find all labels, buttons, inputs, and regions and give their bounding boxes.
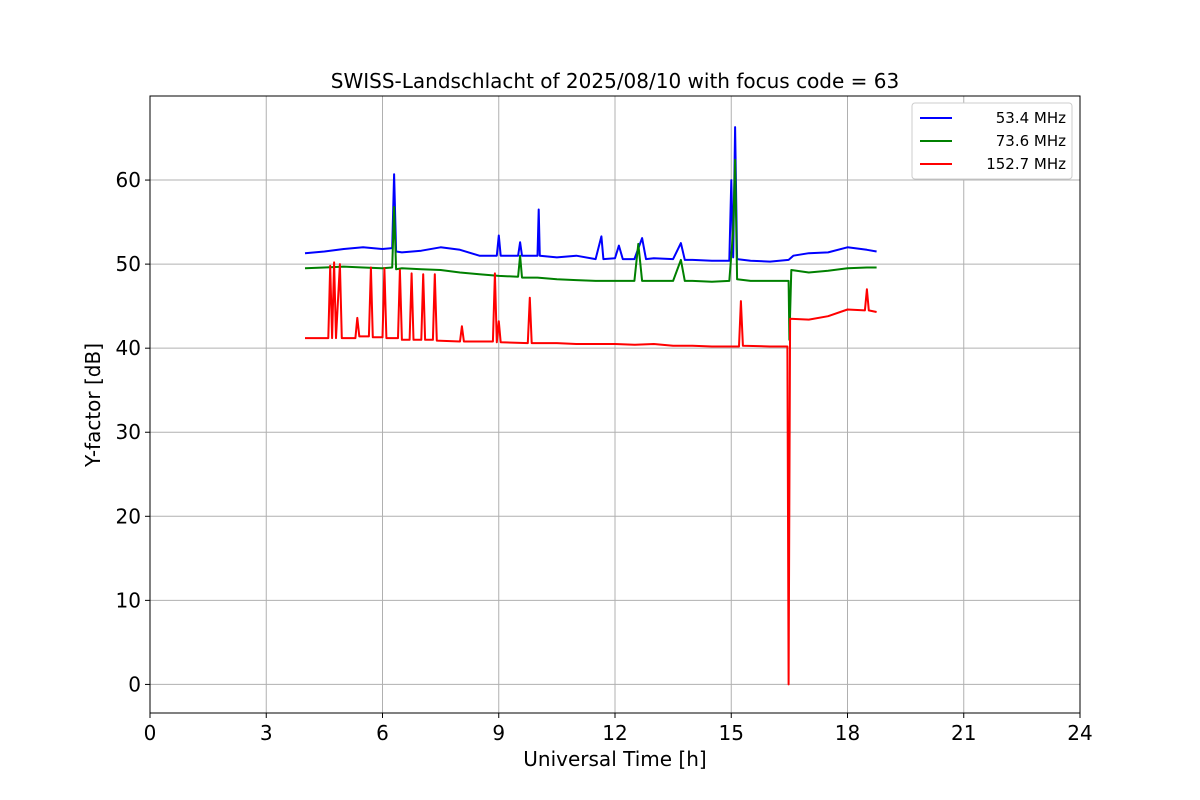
y-tick-label: 20 — [116, 504, 141, 528]
x-tick-label: 6 — [376, 721, 389, 745]
y-tick-label: 10 — [116, 588, 141, 612]
x-tick-label: 12 — [602, 721, 627, 745]
y-tick-label: 60 — [116, 168, 141, 192]
legend-label-73-6-mhz: 73.6 MHz — [996, 132, 1066, 150]
series-line-152-7-mhz — [305, 261, 877, 686]
y-tick-label: 30 — [116, 420, 141, 444]
chart-title: SWISS-Landschlacht of 2025/08/10 with fo… — [331, 69, 899, 93]
plot-area — [304, 126, 877, 686]
x-tick-label: 3 — [260, 721, 273, 745]
series-line-53-4-mhz — [304, 126, 877, 263]
x-axis: 0 3 6 9 12 15 18 21 24 — [144, 713, 1093, 745]
y-tick-label: 0 — [128, 672, 141, 696]
series-line-73-6-mhz — [304, 158, 877, 341]
y-axis-label: Y-factor [dB] — [81, 343, 105, 468]
y-tick-label: 50 — [116, 252, 141, 276]
x-axis-label: Universal Time [h] — [523, 747, 706, 771]
y-axis: 0 10 20 30 40 50 60 — [116, 168, 150, 696]
y-tick-label: 40 — [116, 336, 141, 360]
legend: 53.4 MHz 73.6 MHz 152.7 MHz — [911, 102, 1073, 180]
x-tick-label: 18 — [835, 721, 860, 745]
x-tick-label: 9 — [492, 721, 505, 745]
x-tick-label: 24 — [1067, 721, 1092, 745]
x-tick-label: 21 — [951, 721, 976, 745]
legend-label-152-7-mhz: 152.7 MHz — [986, 155, 1066, 173]
legend-box — [911, 102, 1073, 180]
x-tick-label: 0 — [144, 721, 157, 745]
x-tick-label: 15 — [719, 721, 744, 745]
legend-label-53-4-mhz: 53.4 MHz — [996, 109, 1066, 127]
